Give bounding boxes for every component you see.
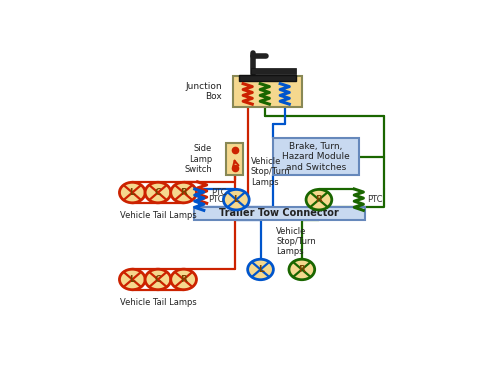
Text: Vehicle Tail Lamps: Vehicle Tail Lamps xyxy=(120,298,196,307)
Text: C: C xyxy=(154,188,162,197)
Ellipse shape xyxy=(248,259,274,280)
Text: PTC: PTC xyxy=(368,195,383,204)
Text: R: R xyxy=(298,265,306,274)
Text: Brake, Turn,
Hazard Module
and Switches: Brake, Turn, Hazard Module and Switches xyxy=(282,142,350,172)
Ellipse shape xyxy=(120,269,145,290)
Ellipse shape xyxy=(145,269,171,290)
Text: PTC: PTC xyxy=(208,195,224,204)
Text: L: L xyxy=(130,275,135,284)
Ellipse shape xyxy=(224,189,249,210)
Text: R: R xyxy=(180,188,187,197)
Ellipse shape xyxy=(120,182,145,203)
Text: Vehicle Tail Lamps: Vehicle Tail Lamps xyxy=(120,211,196,221)
Bar xyxy=(274,138,359,175)
Ellipse shape xyxy=(289,259,314,280)
Text: Junction
Box: Junction Box xyxy=(186,82,222,101)
Text: Vehicle
Stop/Turn
Lamps: Vehicle Stop/Turn Lamps xyxy=(250,157,290,186)
Bar xyxy=(226,143,244,175)
Ellipse shape xyxy=(170,269,196,290)
Ellipse shape xyxy=(306,189,332,210)
Text: PTC: PTC xyxy=(210,188,226,197)
Text: Vehicle
Stop/Turn
Lamps: Vehicle Stop/Turn Lamps xyxy=(276,226,316,256)
Text: L: L xyxy=(258,265,264,274)
Text: L: L xyxy=(234,195,239,204)
Text: L: L xyxy=(130,188,135,197)
Ellipse shape xyxy=(170,182,196,203)
Bar xyxy=(234,76,302,107)
Text: C: C xyxy=(154,275,162,284)
Ellipse shape xyxy=(145,182,171,203)
Bar xyxy=(239,75,296,81)
Text: Trailer Tow Connector: Trailer Tow Connector xyxy=(219,208,339,218)
Text: Side
Lamp
Switch: Side Lamp Switch xyxy=(184,144,212,174)
Bar xyxy=(194,207,364,220)
Text: R: R xyxy=(180,275,187,284)
Text: R: R xyxy=(316,195,322,204)
Bar xyxy=(250,68,296,74)
